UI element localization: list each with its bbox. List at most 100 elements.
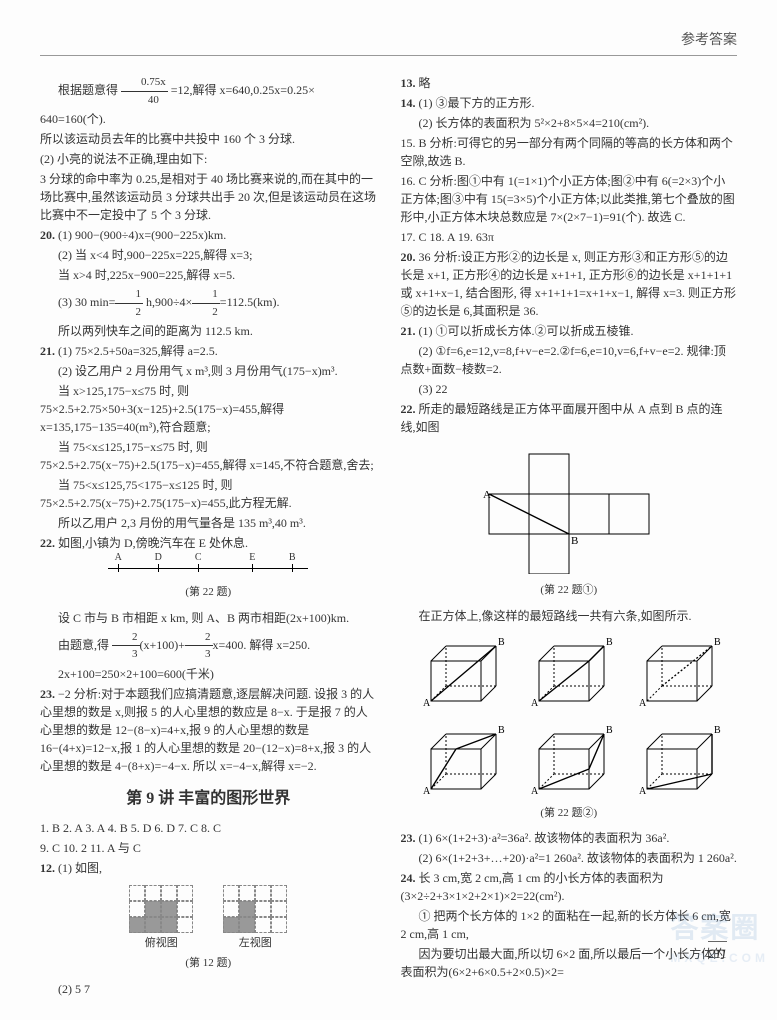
text-line: 设 C 市与 B 市相距 x km, 则 A、B 两市相距(2x+100)km. bbox=[40, 609, 377, 627]
svg-text:A: A bbox=[531, 698, 539, 709]
text: 如图,小镇为 D,傍晚汽车在 E 处休息. bbox=[58, 536, 248, 550]
section-9-title: 第 9 讲 丰富的图形世界 bbox=[40, 787, 377, 811]
text-line: 640=160(个). bbox=[40, 110, 377, 128]
text-line: (2) 6×(1+2+3+…+20)·a²=1 260a². 故该物体的表面积为… bbox=[401, 849, 738, 867]
q15: 15. B 分析:可得它的另一部分有两个同隔的等高的长方体和两个空隙,故选 B. bbox=[401, 134, 738, 170]
text: 36 分析:设正方形②的边长是 x, 则正方形③和正方形⑤的边长是 x+1, 正… bbox=[401, 250, 736, 318]
text-line: (3) 22 bbox=[401, 380, 738, 398]
label-B: B bbox=[571, 535, 578, 547]
svg-text:B: B bbox=[714, 725, 721, 736]
q17-19: 17. C 18. A 19. 63π bbox=[401, 228, 738, 246]
text-line: 3 分球的命中率为 0.25,是相对于 40 场比赛来说的,而在其中的一场比赛中… bbox=[40, 170, 377, 224]
answer-row: 1. B 2. A 3. A 4. B 5. D 6. D 7. C 8. C bbox=[40, 819, 377, 837]
nl-B: B bbox=[289, 550, 296, 565]
text-line: (2) 长方体的表面积为 5²×2+8×5×4=210(cm²). bbox=[401, 114, 738, 132]
qnum: 12. bbox=[40, 861, 55, 875]
header-section-label: 参考答案 bbox=[40, 30, 737, 56]
qnum: 22. bbox=[401, 402, 416, 416]
left-column: 根据题意得 0.75x40 =12,解得 x=640,0.25x=0.25× 6… bbox=[40, 72, 377, 1000]
text: (1) ③最下方的正方形. bbox=[419, 96, 535, 110]
svg-text:B: B bbox=[606, 637, 613, 648]
text-line: 根据题意得 0.75x40 =12,解得 x=640,0.25x=0.25× bbox=[40, 74, 377, 108]
svg-text:B: B bbox=[498, 725, 505, 736]
q20: 20. (1) 900−(900÷4)x=(900−225x)km. bbox=[40, 226, 377, 244]
cube-diagram: AB bbox=[627, 631, 727, 711]
fig-label-22-1: (第 22 题①) bbox=[401, 582, 738, 599]
svg-text:A: A bbox=[639, 698, 647, 709]
watermark-sub: MXQE.COM bbox=[670, 949, 769, 967]
svg-text:A: A bbox=[531, 786, 539, 797]
text-line: 当 x>125,175−x≤75 时, 则 75×2.5+2.75×50+3(x… bbox=[40, 382, 377, 436]
svg-text:B: B bbox=[714, 637, 721, 648]
text: −2 分析:对于本题我们应搞清题意,逐层解决问题. 设报 3 的人心里想的数是 … bbox=[40, 687, 374, 773]
qnum: 21. bbox=[401, 324, 416, 338]
q16: 16. C 分析:图①中有 1(=1×1)个小正方体;图②中有 6(=2×3)个… bbox=[401, 172, 738, 226]
cube-shortest-paths: AB AB bbox=[401, 631, 738, 799]
text-line: 当 75<x≤125,75<175−x≤125 时, 则 75×2.5+2.75… bbox=[40, 476, 377, 512]
text-line: 所以两列快车之间的距离为 112.5 km. bbox=[40, 322, 377, 340]
q21: 21. (1) 75×2.5+50a=325,解得 a=2.5. bbox=[40, 342, 377, 360]
text: (1) ①可以折成长方体.②可以折成五棱锥. bbox=[419, 324, 634, 338]
cube-diagram: AB bbox=[627, 719, 727, 799]
q21b: 21. (1) ①可以折成长方体.②可以折成五棱锥. bbox=[401, 322, 738, 340]
q22b: 22. 所走的最短路线是正方体平面展开图中从 A 点到 B 点的连线,如图 bbox=[401, 400, 738, 436]
qnum: 23. bbox=[40, 687, 55, 701]
qnum: 24. bbox=[401, 871, 416, 885]
two-column-layout: 根据题意得 0.75x40 =12,解得 x=640,0.25x=0.25× 6… bbox=[40, 72, 737, 1000]
svg-text:B: B bbox=[498, 637, 505, 648]
fig-label-22: (第 22 题) bbox=[40, 584, 377, 601]
cube-diagram: AB bbox=[519, 719, 619, 799]
watermark-main: 答案圈 bbox=[670, 912, 760, 943]
text-line: 当 x>4 时,225x−900=225,解得 x=5. bbox=[40, 266, 377, 284]
grid-label: 俯视图 bbox=[129, 935, 193, 952]
grid-label: 左视图 bbox=[223, 935, 287, 952]
label-A: A bbox=[483, 489, 491, 501]
cube-diagram: AB bbox=[411, 719, 511, 799]
svg-text:A: A bbox=[639, 786, 647, 797]
svg-text:B: B bbox=[606, 725, 613, 736]
top-view-block: 俯视图 bbox=[129, 885, 193, 952]
left-view-grid bbox=[223, 885, 287, 933]
text-line: 所以该运动员去年的比赛中共投中 160 个 3 分球. bbox=[40, 130, 377, 148]
orthographic-views: 俯视图 左视图 bbox=[40, 885, 377, 952]
q23: 23. −2 分析:对于本题我们应搞清题意,逐层解决问题. 设报 3 的人心里想… bbox=[40, 685, 377, 775]
answer-row: 9. C 10. 2 11. A 与 C bbox=[40, 839, 377, 857]
text-line: (2) ①f=6,e=12,v=8,f+v−e=2.②f=6,e=10,v=6,… bbox=[401, 342, 738, 378]
text: (1) 6×(1+2+3)·a²=36a². 故该物体的表面积为 36a². bbox=[419, 831, 670, 845]
text-line: 在正方体上,像这样的最短路线一共有六条,如图所示. bbox=[401, 607, 738, 625]
nl-D: D bbox=[155, 550, 162, 565]
text-line: 当 75<x≤125,175−x≤75 时, 则 75×2.5+2.75(x−7… bbox=[40, 438, 377, 474]
left-view-block: 左视图 bbox=[223, 885, 287, 952]
nl-A: A bbox=[115, 550, 122, 565]
cube-diagram: AB bbox=[519, 631, 619, 711]
text-line: 2x+100=250×2+100=600(千米) bbox=[40, 665, 377, 683]
qnum: 23. bbox=[401, 831, 416, 845]
qnum: 21. bbox=[40, 344, 55, 358]
qnum: 14. bbox=[401, 96, 416, 110]
text-line: (3) 30 min=12 h,900÷4×12=112.5(km). bbox=[40, 286, 377, 320]
text: (1) 900−(900÷4)x=(900−225x)km. bbox=[58, 228, 226, 242]
right-column: 13. 略 14. (1) ③最下方的正方形. (2) 长方体的表面积为 5²×… bbox=[401, 72, 738, 1000]
text: 长 3 cm,宽 2 cm,高 1 cm 的小长方体的表面积为(3×2÷2+3×… bbox=[401, 871, 664, 903]
watermark: 答案圈 MXQE.COM bbox=[670, 907, 769, 967]
text: (1) 75×2.5+50a=325,解得 a=2.5. bbox=[58, 344, 218, 358]
text: 所走的最短路线是正方体平面展开图中从 A 点到 B 点的连线,如图 bbox=[401, 402, 723, 434]
q20b: 20. 36 分析:设正方形②的边长是 x, 则正方形③和正方形⑤的边长是 x+… bbox=[401, 248, 738, 320]
qnum: 22. bbox=[40, 536, 55, 550]
svg-text:A: A bbox=[423, 786, 431, 797]
text-line: (2) 设乙用户 2 月份用气 x m³,则 3 月份用气(175−x)m³. bbox=[40, 362, 377, 380]
text-line: (2) 小亮的说法不正确,理由如下: bbox=[40, 150, 377, 168]
fig-label-22-2: (第 22 题②) bbox=[401, 805, 738, 822]
qnum: 20. bbox=[40, 228, 55, 242]
text-line: 所以乙用户 2,3 月份的用气量各是 135 m³,40 m³. bbox=[40, 514, 377, 532]
q24b: 24. 长 3 cm,宽 2 cm,高 1 cm 的小长方体的表面积为(3×2÷… bbox=[401, 869, 738, 905]
cube-unfold-net: A B bbox=[439, 444, 699, 574]
cube-diagram: AB bbox=[411, 631, 511, 711]
q12: 12. (1) 如图, bbox=[40, 859, 377, 877]
top-view-grid bbox=[129, 885, 193, 933]
text: (1) 如图, bbox=[58, 861, 102, 875]
nl-C: C bbox=[195, 550, 202, 565]
q22: 22. 如图,小镇为 D,傍晚汽车在 E 处休息. bbox=[40, 534, 377, 552]
text-line: (2) 当 x<4 时,900−225x=225,解得 x=3; bbox=[40, 246, 377, 264]
nl-E: E bbox=[249, 550, 255, 565]
